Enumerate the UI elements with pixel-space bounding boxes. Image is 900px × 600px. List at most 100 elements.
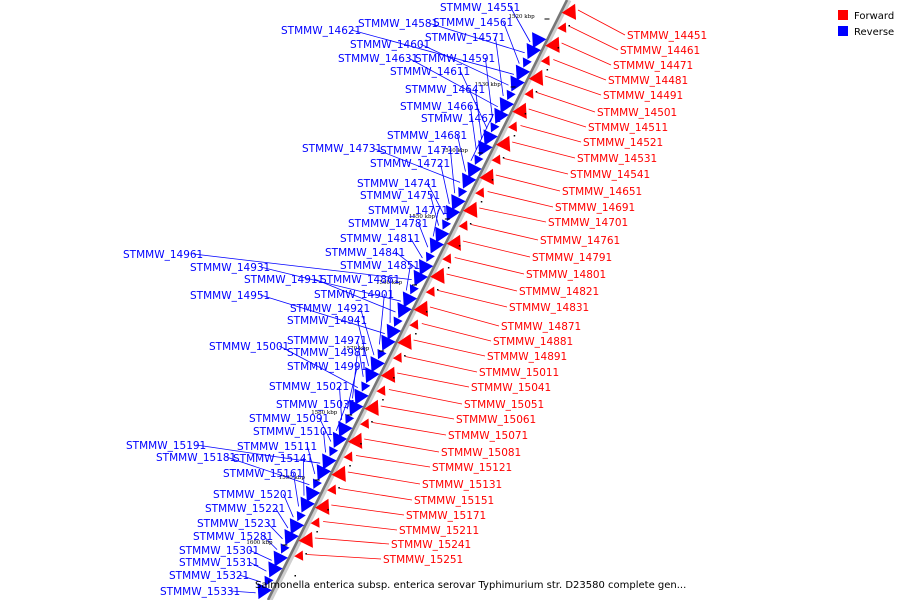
- forward-gene-label: STMMW_15041: [471, 382, 551, 394]
- forward-gene-label: STMMW_14791: [532, 252, 612, 264]
- forward-gene-leader: [347, 471, 421, 485]
- forward-gene-label: STMMW_14531: [577, 153, 657, 165]
- axis-shadow: [267, 0, 572, 600]
- reverse-gene-arrow: [458, 186, 468, 198]
- forward-gene-leader: [561, 42, 612, 66]
- forward-gene-leader: [339, 488, 413, 501]
- reverse-gene-arrow: [354, 388, 369, 405]
- forward-gene-arrow: [343, 451, 353, 462]
- reverse-gene-arrow: [532, 32, 547, 49]
- forward-gene-leader: [454, 257, 525, 275]
- forward-gene-label: STMMW_14541: [570, 169, 650, 181]
- reverse-gene-leader: [323, 430, 326, 453]
- reverse-gene-leader: [335, 403, 347, 431]
- forward-gene-arrow: [331, 465, 346, 482]
- forward-gene-label: STMMW_14821: [519, 286, 599, 298]
- forward-gene-arrow: [508, 121, 517, 132]
- reverse-gene-leader: [379, 293, 385, 345]
- forward-gene-arrow: [475, 187, 485, 198]
- reverse-gene-leader: [279, 345, 358, 388]
- reverse-gene-arrow: [332, 431, 348, 448]
- reverse-gene-arrow: [515, 64, 531, 81]
- reverse-gene-arrow: [490, 122, 500, 133]
- forward-gene-label: STMMW_14831: [509, 302, 589, 314]
- forward-gene-arrow: [512, 102, 527, 119]
- reverse-gene-label: STMMW_15001: [209, 341, 289, 353]
- reverse-gene-leader: [460, 70, 488, 129]
- axis-dot: [546, 69, 549, 71]
- reverse-gene-leader: [249, 561, 267, 572]
- reverse-gene-arrow: [377, 348, 387, 360]
- scale-tick-label: 1520 kbp: [509, 14, 536, 20]
- scale-ticks: 1520 kbp 1530 kbp 1540 kbp 1550 kbp 1560 kbp…: [246, 14, 550, 546]
- forward-gene-leader: [479, 207, 547, 223]
- forward-gene-leader: [421, 323, 492, 342]
- forward-gene-arrow: [392, 352, 402, 363]
- forward-gene-label: STMMW_15251: [383, 554, 463, 566]
- forward-gene-leader: [323, 521, 398, 531]
- reverse-gene-label: STMMW_15311: [179, 557, 259, 569]
- reverse-gene-label: STMMW_14851: [340, 260, 420, 272]
- forward-gene-label: STMMW_14651: [562, 186, 642, 198]
- legend: Forward Reverse: [838, 10, 894, 38]
- reverse-gene-arrow: [402, 291, 418, 308]
- reverse-gene-leader: [357, 339, 364, 377]
- scale-tick-label: 1570 kbp: [343, 346, 370, 352]
- forward-gene-arrow: [458, 220, 468, 231]
- reverse-gene-leader: [193, 253, 412, 280]
- reverse-gene-label: STMMW_14591: [415, 53, 495, 65]
- forward-gene-leader: [577, 9, 626, 36]
- reverse-gene-leader: [408, 57, 498, 108]
- reverse-gene-label: STMMW_14631: [338, 53, 418, 65]
- reverse-gene-leader: [457, 134, 466, 172]
- reverse-gene-leader: [346, 365, 358, 410]
- reverse-gene-arrow: [442, 219, 452, 230]
- forward-gene-label: STMMW_14891: [487, 351, 567, 363]
- reverse-gene-leader: [428, 22, 525, 54]
- reverse-gene-leader: [427, 182, 445, 215]
- axis-dot: [513, 135, 516, 137]
- reverse-gene-leader: [405, 264, 411, 291]
- reverse-gene-label: STMMW_14731: [302, 143, 382, 155]
- legend-reverse-label: Reverse: [854, 27, 894, 38]
- reverse-gene-arrow: [280, 543, 290, 554]
- reverse-gene-arrow: [526, 42, 541, 60]
- forward-gene-label: STMMW_15241: [391, 539, 471, 551]
- axis-dot: [360, 443, 362, 445]
- reverse-gene-label: STMMW_14601: [350, 39, 430, 51]
- reverse-gene-arrow: [499, 96, 515, 114]
- reverse-gene-arrow: [483, 129, 498, 146]
- reverse-gene-arrow: [268, 561, 283, 578]
- forward-gene-leader: [528, 108, 587, 128]
- reverse-gene-label: STMMW_14711: [380, 145, 460, 157]
- axis-dot: [382, 399, 384, 401]
- reverse-gene-leader: [260, 266, 401, 302]
- forward-gene-arrow: [528, 69, 544, 86]
- reverse-gene-label: STMMW_15201: [213, 489, 293, 501]
- reverse-gene-leader: [372, 147, 461, 183]
- reverse-gene-label: STMMW_14921: [290, 303, 370, 315]
- reverse-gene-leader: [510, 6, 531, 43]
- reverse-gene-leader: [249, 549, 272, 561]
- axis-dot: [338, 487, 340, 489]
- forward-gene-label: STMMW_14471: [613, 60, 693, 72]
- reverse-gene-arrow: [289, 518, 305, 535]
- axis-dot: [491, 179, 494, 181]
- axis-dot: [415, 333, 417, 335]
- axis-dot: [349, 465, 351, 467]
- forward-gene-arrow: [479, 168, 494, 185]
- reverse-gene-label: STMMW_14621: [281, 25, 361, 37]
- forward-gene-leader: [487, 191, 554, 208]
- axis-dot: [469, 223, 472, 225]
- forward-gene-label: STMMW_14511: [588, 122, 668, 134]
- reverse-gene-leader: [275, 507, 289, 529]
- reverse-gene-leader: [470, 117, 492, 161]
- axis-dot: [524, 113, 527, 115]
- forward-gene-arrow: [409, 319, 419, 330]
- scale-tick-label: 1530 kbp: [475, 82, 502, 88]
- forward-gene-label: STMMW_15131: [422, 479, 502, 491]
- reverse-gene-label: STMMW_14941: [287, 315, 367, 327]
- axis-dot: [535, 91, 538, 93]
- forward-gene-leader: [331, 504, 405, 516]
- forward-gene-leader: [405, 356, 478, 373]
